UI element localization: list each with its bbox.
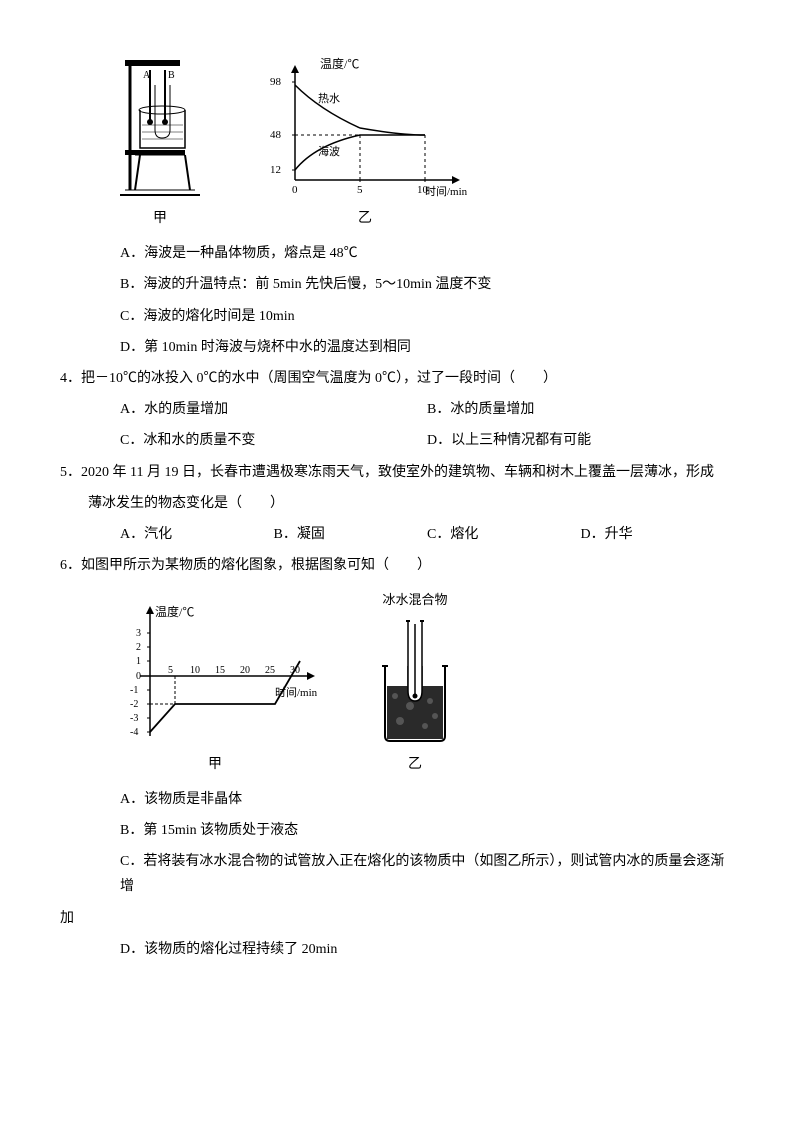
q3-option-b: B．海波的升温特点：前 5min 先快后慢，5～10min 温度不变 bbox=[120, 272, 734, 297]
xt5: 5 bbox=[168, 665, 173, 676]
ytick-98: 98 bbox=[270, 76, 282, 88]
ytick-48: 48 bbox=[270, 129, 282, 141]
beaker-label: 冰水混合物 bbox=[382, 588, 447, 611]
xt10: 10 bbox=[190, 665, 200, 676]
q5-d: D．升华 bbox=[581, 522, 735, 547]
q6-figure-yi: 冰水混合物 乙 bbox=[370, 588, 460, 777]
q4-a: A．水的质量增加 bbox=[120, 397, 427, 422]
ytn1: -1 bbox=[130, 685, 138, 696]
q3-option-d: D．第 10min 时海波与烧杯中水的温度达到相同 bbox=[120, 335, 734, 360]
q4-d: D．以上三种情况都有可能 bbox=[427, 428, 734, 453]
yt1: 1 bbox=[136, 656, 141, 667]
fig-label-jia: 甲 bbox=[153, 206, 167, 231]
xtick-0: 0 bbox=[292, 184, 298, 196]
q6-c2: 加 bbox=[60, 906, 734, 931]
xt25: 25 bbox=[265, 665, 275, 676]
q4-options: A．水的质量增加 B．冰的质量增加 C．冰和水的质量不变 D．以上三种情况都有可… bbox=[120, 397, 734, 459]
fig-label-yi: 乙 bbox=[358, 206, 372, 231]
ytn4: -4 bbox=[130, 727, 138, 738]
beaker-diagram bbox=[370, 616, 460, 746]
q4-c: C．冰和水的质量不变 bbox=[120, 428, 427, 453]
q4-stem: 4．把－10℃的冰投入 0℃的水中（周围空气温度为 0℃），过了一段时间（ ） bbox=[60, 366, 734, 391]
q3-figure-yi: 98 48 12 0 5 10 温度/℃ 时间/min 热水 海波 bbox=[260, 50, 470, 231]
xlabel: 时间/min bbox=[425, 185, 468, 198]
yt2: 2 bbox=[136, 642, 141, 653]
ytick-12: 12 bbox=[270, 164, 281, 176]
series-hot: 热水 bbox=[318, 92, 340, 105]
q6-label-jia: 甲 bbox=[208, 752, 222, 777]
ylabel: 温度/℃ bbox=[320, 56, 359, 71]
yt0: 0 bbox=[136, 671, 141, 682]
q5-stem1: 5．2020 年 11 月 19 日，长春市遭遇极寒冻雨天气，致使室外的建筑物、… bbox=[60, 460, 734, 485]
q5-stem2: 薄冰发生的物态变化是（ ） bbox=[88, 491, 734, 516]
ytn3: -3 bbox=[130, 713, 138, 724]
xtick-5: 5 bbox=[357, 184, 363, 196]
xt20: 20 bbox=[240, 665, 250, 676]
q5-a: A．汽化 bbox=[120, 522, 274, 547]
series-haibo: 海波 bbox=[318, 144, 340, 158]
q3-figure-jia: A B 甲 bbox=[100, 50, 220, 231]
apparatus-diagram: A B bbox=[100, 50, 220, 200]
q5-b: B．凝固 bbox=[274, 522, 428, 547]
label-A: A bbox=[143, 70, 151, 81]
q5-c: C．熔化 bbox=[427, 522, 581, 547]
yt3: 3 bbox=[136, 628, 141, 639]
q6-xlabel: 时间/min bbox=[275, 686, 318, 699]
q6-stem: 6．如图甲所示为某物质的熔化图象，根据图象可知（ ） bbox=[60, 553, 734, 578]
q6-c: C．若将装有冰水混合物的试管放入正在熔化的该物质中（如图乙所示），则试管内冰的质… bbox=[120, 849, 734, 899]
label-B: B bbox=[168, 70, 175, 81]
q6-b: B．第 15min 该物质处于液态 bbox=[120, 818, 734, 843]
temp-time-chart: 98 48 12 0 5 10 温度/℃ 时间/min 热水 海波 bbox=[260, 50, 470, 200]
q6-figure-jia: 3 2 1 0 -1 -2 -3 -4 5 10 15 20 25 30 bbox=[100, 596, 330, 777]
ytn2: -2 bbox=[130, 699, 138, 710]
melting-chart: 3 2 1 0 -1 -2 -3 -4 5 10 15 20 25 30 bbox=[100, 596, 330, 746]
q6-figures: 3 2 1 0 -1 -2 -3 -4 5 10 15 20 25 30 bbox=[100, 588, 734, 777]
q6-label-yi: 乙 bbox=[408, 752, 422, 777]
q3-option-a: A．海波是一种晶体物质，熔点是 48℃ bbox=[120, 241, 734, 266]
q6-a: A．该物质是非晶体 bbox=[120, 787, 734, 812]
xt15: 15 bbox=[215, 665, 225, 676]
q3-figures: A B 甲 98 48 bbox=[100, 50, 734, 231]
q3-option-c: C．海波的熔化时间是 10min bbox=[120, 304, 734, 329]
q5-options: A．汽化 B．凝固 C．熔化 D．升华 bbox=[120, 522, 734, 553]
q4-b: B．冰的质量增加 bbox=[427, 397, 734, 422]
q6-ylabel: 温度/℃ bbox=[155, 604, 194, 619]
q6-d: D．该物质的熔化过程持续了 20min bbox=[120, 937, 734, 962]
